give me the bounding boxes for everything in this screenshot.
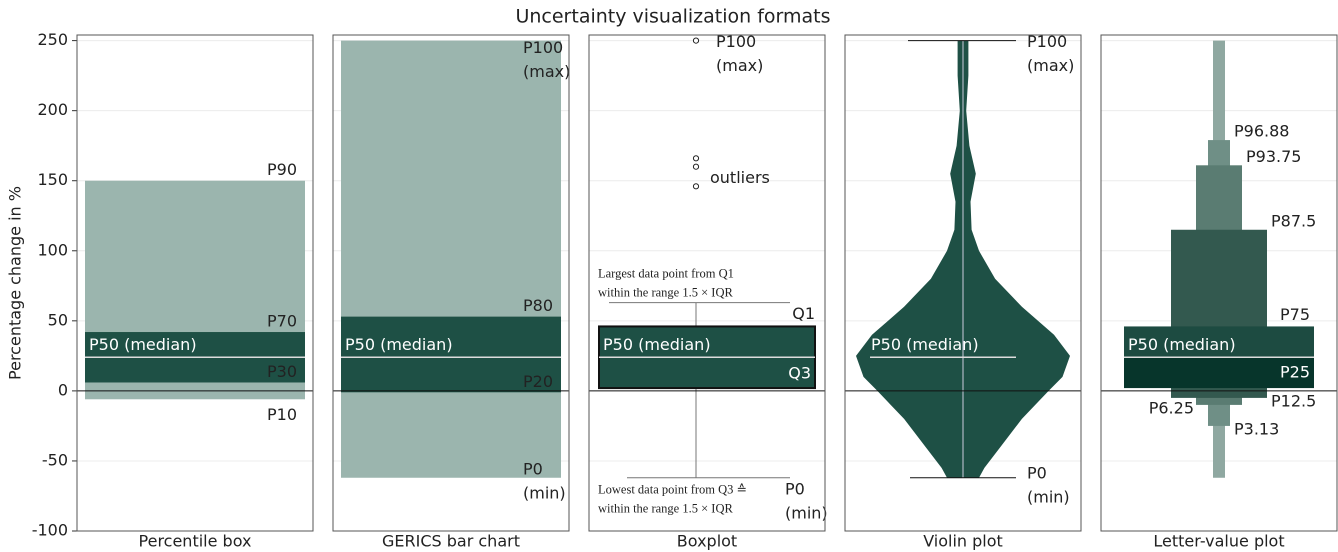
y-tick-label: -50 <box>42 450 68 469</box>
min-label: P0 <box>785 479 805 498</box>
panel-frame <box>844 34 1082 532</box>
median-label: P50 (median) <box>345 335 453 354</box>
q-label: Q1 <box>792 304 815 323</box>
x-axis-label: Percentile box <box>139 532 252 551</box>
median-label: P50 (median) <box>89 335 197 354</box>
letter-label: P6.25 <box>1149 398 1194 417</box>
annotation: within the range 1.5 × IQR <box>598 502 733 516</box>
median-label: P50 (median) <box>871 335 979 354</box>
percentile-label: P0 <box>523 459 543 478</box>
x-axis-label: GERICS bar chart <box>382 532 520 551</box>
y-tick-label: 150 <box>37 170 68 189</box>
percentile-label: P80 <box>523 296 553 315</box>
max-label: P100 <box>1027 32 1067 51</box>
y-axis-label: Percentage change in % <box>6 186 25 380</box>
percentile-label: P10 <box>267 405 297 424</box>
letter-box <box>1124 326 1314 358</box>
y-tick-label: 250 <box>37 30 68 49</box>
percentile-label: P30 <box>267 362 297 381</box>
percentile-label: P70 <box>267 312 297 331</box>
letter-label: P25 <box>1280 363 1310 382</box>
annotation: Largest data point from Q1 <box>598 266 734 280</box>
outlier <box>692 155 700 162</box>
percentile-label: P100 <box>523 38 563 57</box>
median-label: P50 (median) <box>1128 335 1236 354</box>
y-tick-label: 200 <box>37 100 68 119</box>
band <box>341 40 561 478</box>
max-label: P100 <box>716 32 756 51</box>
min-label: P0 <box>1027 463 1047 482</box>
percentile-label: P90 <box>267 160 297 179</box>
letter-label: P75 <box>1280 305 1310 324</box>
y-tick-label: 100 <box>37 240 68 259</box>
band <box>341 316 561 393</box>
annotation: Lowest data point from Q3 ≙ <box>598 483 747 497</box>
percentile-label: P20 <box>523 372 553 391</box>
panel-frame <box>588 34 826 532</box>
outlier-label: outliers <box>710 168 770 187</box>
x-axis-label: Boxplot <box>677 532 737 551</box>
chart-title: Uncertainty visualization formats <box>515 6 830 28</box>
x-axis-label: Violin plot <box>923 532 1003 551</box>
min-label: (min) <box>785 503 828 522</box>
percentile-label: (max) <box>523 62 570 81</box>
y-tick-label: -100 <box>32 521 68 540</box>
annotation: within the range 1.5 × IQR <box>598 285 733 299</box>
letter-label: P93.75 <box>1246 147 1301 166</box>
letter-label: P87.5 <box>1271 211 1316 230</box>
max-label: (max) <box>1027 56 1074 75</box>
y-tick-label: 50 <box>48 310 68 329</box>
outlier <box>692 37 700 44</box>
median-label: P50 (median) <box>603 335 711 354</box>
min-label: (min) <box>1027 487 1070 506</box>
letter-label: P12.5 <box>1271 391 1316 410</box>
percentile-label: (min) <box>523 483 566 502</box>
letter-label: P3.13 <box>1234 419 1279 438</box>
outlier <box>692 183 700 190</box>
y-tick-label: 0 <box>58 380 68 399</box>
panel-frame <box>76 34 314 532</box>
outlier <box>692 163 700 170</box>
panel-frame <box>1100 34 1338 532</box>
q-label: Q3 <box>788 364 811 383</box>
max-label: (max) <box>716 56 763 75</box>
x-axis-label: Letter-value plot <box>1153 532 1284 551</box>
letter-box <box>1124 357 1314 389</box>
panel-frame <box>332 34 570 532</box>
letter-label: P96.88 <box>1234 122 1289 141</box>
